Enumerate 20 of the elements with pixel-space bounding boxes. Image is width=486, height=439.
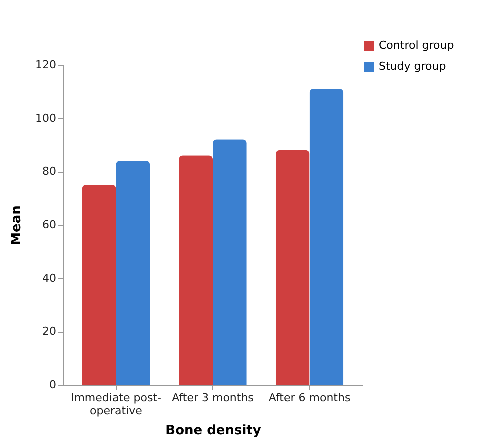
- x-tick-label: After 6 months: [268, 392, 351, 404]
- y-tick-label: 100: [36, 112, 56, 125]
- y-tick-label: 60: [42, 218, 56, 232]
- y-axis-title: Mean: [10, 206, 25, 246]
- bar: [276, 150, 310, 385]
- legend-label: Control group: [379, 39, 454, 52]
- bar: [116, 161, 150, 385]
- bar: [179, 156, 213, 385]
- bar: [82, 185, 116, 385]
- bar: [213, 140, 247, 385]
- y-tick-label: 0: [50, 378, 56, 392]
- y-tick-label: 80: [42, 165, 56, 178]
- y-tick-label: 120: [36, 58, 56, 72]
- legend-label: Study group: [379, 60, 446, 73]
- y-tick-label: 20: [42, 325, 56, 338]
- y-tick-label: 40: [42, 272, 56, 285]
- x-axis-title: Bone density: [166, 424, 262, 438]
- x-tick-label: After 3 months: [172, 392, 254, 404]
- bar: [310, 89, 344, 385]
- x-tick-label: Immediate post-operative: [70, 392, 162, 418]
